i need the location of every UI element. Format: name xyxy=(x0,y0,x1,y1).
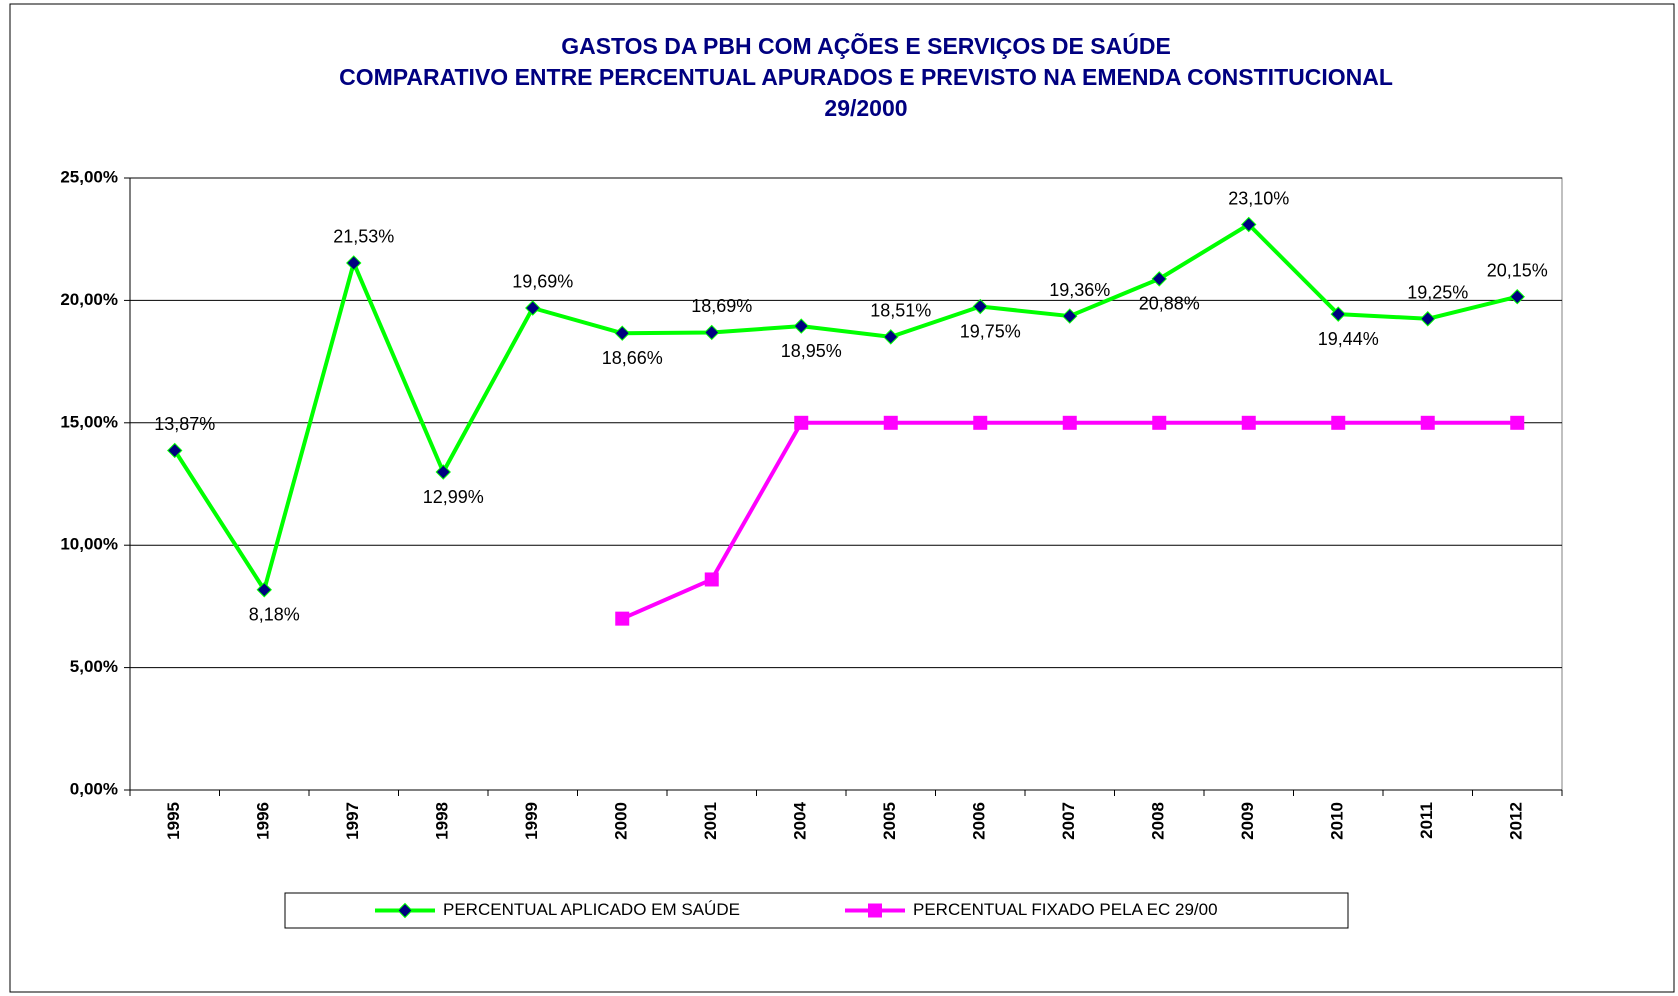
marker xyxy=(1420,311,1436,327)
x-tick-label: 2009 xyxy=(1238,802,1257,840)
data-label: 18,66% xyxy=(602,348,663,368)
chart-title: 29/2000 xyxy=(824,95,907,121)
data-label: 19,44% xyxy=(1318,329,1379,349)
marker xyxy=(1330,306,1346,322)
x-tick-label: 2001 xyxy=(701,802,720,840)
marker xyxy=(1062,415,1077,430)
x-tick-label: 1997 xyxy=(343,802,362,840)
x-tick-label: 2012 xyxy=(1507,802,1526,840)
y-tick-label: 5,00% xyxy=(70,657,118,676)
data-label: 19,69% xyxy=(512,272,573,292)
marker xyxy=(615,611,630,626)
legend-label: PERCENTUAL APLICADO EM SAÚDE xyxy=(443,900,740,919)
data-label: 12,99% xyxy=(423,487,484,507)
marker xyxy=(794,415,809,430)
y-tick-label: 20,00% xyxy=(60,290,118,309)
marker xyxy=(1241,415,1256,430)
x-tick-label: 2005 xyxy=(880,802,899,840)
marker xyxy=(167,442,183,459)
plot-area xyxy=(129,177,1563,791)
series-line xyxy=(173,222,1518,592)
y-tick-label: 10,00% xyxy=(60,535,118,554)
x-tick-label: 2011 xyxy=(1417,802,1436,839)
marker xyxy=(397,902,413,919)
x-tick-label: 2000 xyxy=(612,802,631,840)
marker xyxy=(1420,415,1435,430)
marker xyxy=(972,298,988,315)
data-label: 20,88% xyxy=(1139,294,1200,314)
marker xyxy=(614,325,630,341)
y-tick-label: 25,00% xyxy=(60,167,118,186)
marker xyxy=(973,415,988,430)
data-label: 18,51% xyxy=(870,301,931,321)
data-label: 18,95% xyxy=(781,341,842,361)
y-tick-label: 15,00% xyxy=(60,412,118,431)
marker xyxy=(1509,289,1525,305)
legend-label: PERCENTUAL FIXADO PELA EC 29/00 xyxy=(913,900,1218,919)
marker xyxy=(704,572,719,587)
x-tick-label: 1995 xyxy=(164,802,183,840)
chart-title: GASTOS DA PBH COM AÇÕES E SERVIÇOS DE SA… xyxy=(561,32,1171,59)
marker xyxy=(256,582,272,598)
data-label: 13,87% xyxy=(154,414,215,434)
data-label: 18,69% xyxy=(691,296,752,316)
marker xyxy=(1331,415,1346,430)
marker xyxy=(793,318,809,334)
marker xyxy=(704,324,720,341)
data-label: 20,15% xyxy=(1487,260,1548,280)
marker xyxy=(1062,308,1078,324)
x-tick-label: 1996 xyxy=(254,802,273,840)
x-tick-label: 2007 xyxy=(1059,802,1078,840)
data-label: 19,75% xyxy=(960,321,1021,341)
legend xyxy=(284,892,1349,929)
x-tick-label: 2008 xyxy=(1149,802,1168,840)
marker xyxy=(868,903,882,918)
marker xyxy=(883,329,899,345)
marker xyxy=(435,464,451,480)
marker xyxy=(1152,415,1167,430)
marker xyxy=(1241,216,1257,233)
x-tick-label: 1999 xyxy=(522,802,541,840)
marker xyxy=(1151,271,1167,287)
x-tick-label: 1998 xyxy=(433,802,452,840)
marker xyxy=(525,300,541,316)
data-label: 8,18% xyxy=(249,605,300,625)
chart-title: COMPARATIVO ENTRE PERCENTUAL APURADOS E … xyxy=(339,64,1393,90)
marker xyxy=(1510,415,1525,430)
y-tick-label: 0,00% xyxy=(70,779,118,798)
x-tick-label: 2004 xyxy=(791,801,810,839)
data-label: 21,53% xyxy=(333,227,394,247)
data-label: 23,10% xyxy=(1228,188,1289,208)
x-tick-label: 2006 xyxy=(970,802,989,840)
x-tick-label: 2010 xyxy=(1328,802,1347,840)
marker xyxy=(346,255,362,271)
data-label: 19,25% xyxy=(1407,283,1468,303)
marker xyxy=(883,415,898,430)
data-label: 19,36% xyxy=(1049,280,1110,300)
